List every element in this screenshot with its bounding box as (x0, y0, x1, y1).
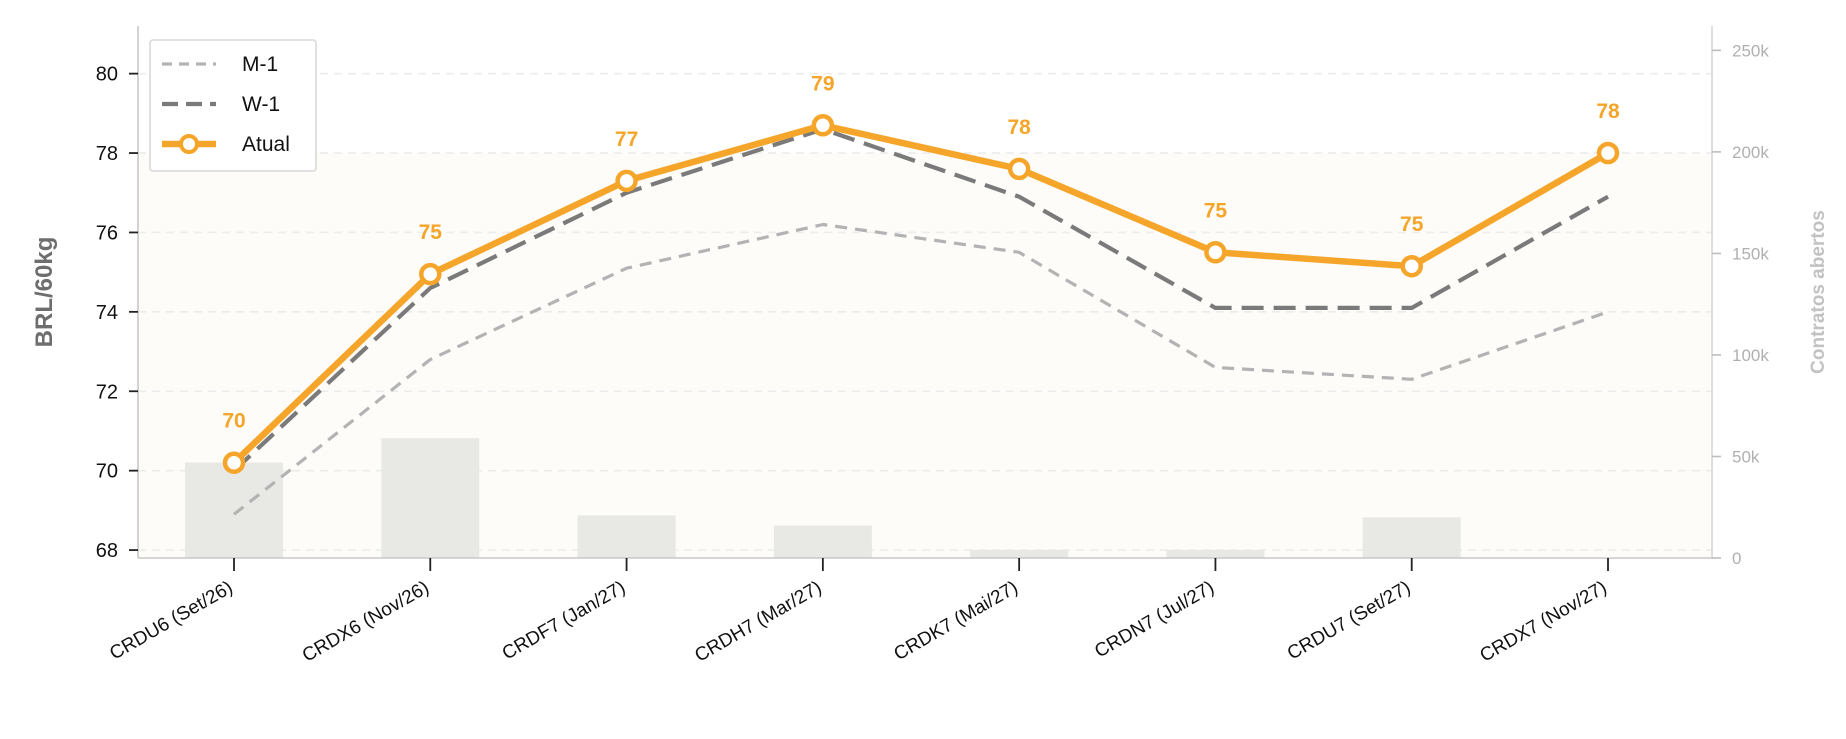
data-value-label: 79 (811, 72, 834, 95)
y-tick-label: 74 (96, 302, 118, 324)
y2-tick-label: 100k (1732, 346, 1769, 365)
y-tick-label: 76 (96, 222, 118, 244)
y2-tick-label: 200k (1732, 143, 1769, 162)
x-tick-label: CRDK7 (Mai/27) (890, 577, 1021, 665)
open-interest-bar (970, 549, 1069, 558)
x-tick-label: CRDH7 (Mar/27) (691, 577, 825, 666)
data-value-label: 77 (615, 128, 638, 151)
open-interest-bar (1166, 549, 1265, 558)
data-point-marker (222, 451, 246, 474)
x-tick-label: CRDX6 (Nov/26) (299, 577, 433, 666)
x-tick-label: CRDX7 (Nov/27) (1477, 577, 1611, 666)
x-tick-label: CRDU7 (Set/27) (1284, 577, 1414, 664)
data-point-marker (1204, 241, 1227, 264)
legend-marker (179, 134, 199, 154)
y2-tick-label: 0 (1732, 549, 1741, 568)
data-value-label: 78 (1007, 116, 1031, 139)
open-interest-bar (577, 515, 676, 558)
data-point-marker (1007, 157, 1031, 181)
open-interest-bar (185, 462, 283, 558)
legend-label-m-1: M-1 (242, 53, 278, 76)
open-interest-bar (1362, 517, 1461, 558)
data-point-marker (615, 169, 638, 193)
open-interest-bar (773, 525, 872, 558)
plot-shaded-band (138, 153, 1712, 558)
data-point-marker (1596, 141, 1620, 165)
x-tick-label: CRDU6 (Set/26) (106, 577, 236, 664)
y2-axis-title: Contratos abertos (1808, 210, 1829, 374)
data-value-label: 75 (419, 221, 443, 244)
open-interest-bar (381, 438, 480, 558)
legend-label-w-1: W-1 (242, 93, 280, 116)
x-tick-label: CRDN7 (Jul/27) (1091, 577, 1218, 662)
y-tick-label: 70 (96, 461, 118, 483)
data-point-marker (419, 262, 442, 286)
y-tick-label: 78 (96, 143, 118, 165)
data-value-label: 78 (1596, 100, 1620, 123)
series-line-w-1 (232, 127, 1610, 473)
y-tick-label: 72 (96, 381, 118, 403)
x-tick-label: CRDF7 (Jan/27) (499, 577, 629, 664)
series-line-m-1 (233, 222, 1609, 516)
data-value-label: 70 (222, 410, 245, 433)
y2-tick-label: 250k (1732, 41, 1769, 60)
y-tick-label: 68 (96, 540, 118, 562)
series-line-atual (231, 122, 1610, 466)
data-value-label: 75 (1204, 199, 1228, 222)
y-axis-title: BRL/60kg (31, 237, 58, 348)
data-point-marker (811, 114, 835, 137)
legend-label-atual: Atual (242, 133, 290, 156)
data-point-marker (1400, 254, 1423, 278)
y-tick-label: 80 (96, 64, 118, 86)
data-value-label: 75 (1400, 213, 1424, 236)
y2-tick-label: 150k (1732, 244, 1769, 263)
y2-tick-label: 50k (1732, 447, 1760, 466)
